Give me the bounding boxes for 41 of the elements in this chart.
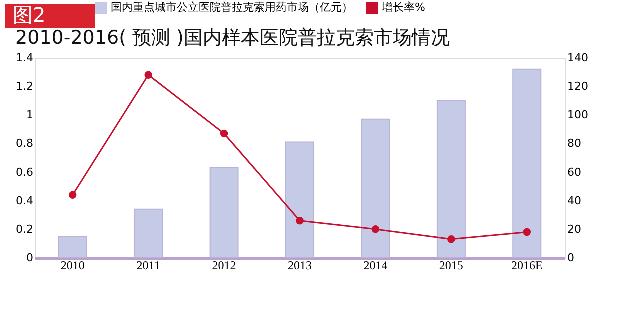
y2-tick-label: 0: [568, 252, 574, 264]
point: [523, 228, 532, 236]
point: [448, 236, 456, 244]
y2-tick-label: 120: [568, 80, 588, 94]
bar: [436, 100, 466, 258]
point: [144, 71, 152, 80]
chart-title: 2010-2016( 预测 )国内样本医院普拉克索市场情况: [16, 27, 450, 49]
point: [372, 226, 380, 234]
x-tick-label: 2016E: [511, 258, 543, 272]
y-tick-label: 1: [26, 108, 34, 122]
bar: [361, 118, 390, 258]
y-tick-label: 0.2: [16, 222, 34, 236]
bar: [58, 236, 88, 258]
y-tick-label: 0: [26, 252, 34, 264]
bar: [512, 68, 542, 258]
legend-label: 国内重点城市公立医院普拉克索用药市场（亿元）: [111, 1, 353, 14]
y2-tick-label: 60: [568, 166, 582, 179]
x-tick-label: 2015: [439, 258, 464, 272]
x-tick-label: 2012: [212, 258, 236, 272]
y2-tick-label: 140: [568, 52, 588, 64]
x-tick-label: 2011: [136, 258, 160, 272]
y2-tick-label: 20: [568, 222, 582, 236]
y-tick-label: 1.2: [16, 80, 34, 94]
bar: [286, 142, 314, 258]
point: [220, 130, 228, 138]
y-tick-label: 0.4: [16, 194, 34, 208]
x-tick-label: 2014: [364, 258, 388, 272]
point: [68, 191, 77, 200]
x-tick-label: 2010: [60, 258, 85, 272]
y2-tick-label: 80: [568, 137, 582, 150]
y2-tick-label: 40: [568, 194, 582, 208]
y-tick-label: 1.4: [16, 52, 34, 64]
y-tick-label: 0.8: [16, 137, 34, 150]
point: [296, 216, 304, 225]
legend-label: 增长率%: [381, 1, 426, 14]
bar: [134, 208, 164, 258]
y2-tick-label: 100: [568, 108, 588, 122]
bar: [210, 168, 239, 258]
y-tick-label: 0.6: [16, 166, 34, 179]
x-tick-label: 2013: [288, 258, 312, 272]
caption: 图2: [13, 3, 46, 27]
